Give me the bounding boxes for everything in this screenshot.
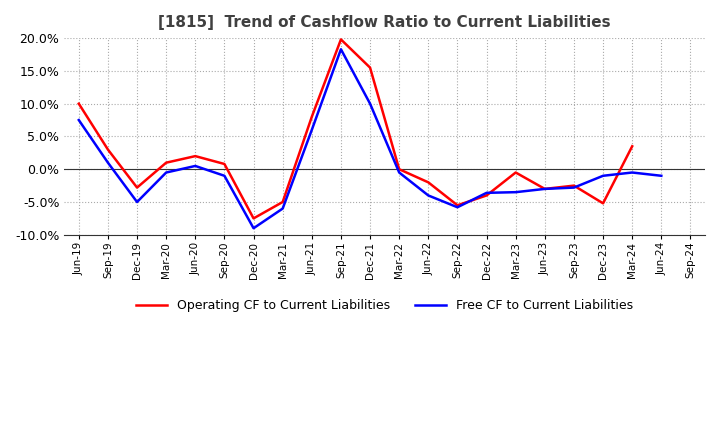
Operating CF to Current Liabilities	[132, 185, 141, 190]
Operating CF to Current Liabilities	[395, 167, 403, 172]
Operating CF to Current Liabilities	[628, 143, 636, 149]
Free CF to Current Liabilities	[104, 160, 112, 165]
Free CF to Current Liabilities	[162, 170, 171, 175]
Free CF to Current Liabilities	[249, 226, 258, 231]
Operating CF to Current Liabilities	[541, 186, 549, 191]
Line: Free CF to Current Liabilities: Free CF to Current Liabilities	[78, 49, 661, 228]
Free CF to Current Liabilities	[220, 173, 229, 179]
Free CF to Current Liabilities	[337, 47, 346, 52]
Operating CF to Current Liabilities	[104, 147, 112, 152]
Free CF to Current Liabilities	[570, 185, 578, 190]
Operating CF to Current Liabilities	[366, 65, 374, 70]
Free CF to Current Liabilities	[307, 127, 316, 132]
Free CF to Current Liabilities	[657, 173, 665, 179]
Free CF to Current Liabilities	[366, 101, 374, 106]
Free CF to Current Liabilities	[424, 193, 433, 198]
Operating CF to Current Liabilities	[191, 154, 199, 159]
Title: [1815]  Trend of Cashflow Ratio to Current Liabilities: [1815] Trend of Cashflow Ratio to Curren…	[158, 15, 611, 30]
Free CF to Current Liabilities	[541, 186, 549, 191]
Operating CF to Current Liabilities	[249, 216, 258, 221]
Operating CF to Current Liabilities	[337, 37, 346, 42]
Line: Operating CF to Current Liabilities: Operating CF to Current Liabilities	[78, 40, 632, 218]
Operating CF to Current Liabilities	[453, 203, 462, 208]
Operating CF to Current Liabilities	[162, 160, 171, 165]
Operating CF to Current Liabilities	[220, 161, 229, 167]
Free CF to Current Liabilities	[191, 163, 199, 169]
Free CF to Current Liabilities	[482, 190, 491, 195]
Free CF to Current Liabilities	[279, 206, 287, 211]
Free CF to Current Liabilities	[628, 170, 636, 175]
Operating CF to Current Liabilities	[570, 183, 578, 188]
Legend: Operating CF to Current Liabilities, Free CF to Current Liabilities: Operating CF to Current Liabilities, Fre…	[131, 294, 639, 317]
Operating CF to Current Liabilities	[307, 114, 316, 119]
Free CF to Current Liabilities	[453, 205, 462, 210]
Operating CF to Current Liabilities	[511, 170, 520, 175]
Free CF to Current Liabilities	[132, 199, 141, 205]
Free CF to Current Liabilities	[599, 173, 608, 179]
Free CF to Current Liabilities	[511, 190, 520, 195]
Operating CF to Current Liabilities	[482, 193, 491, 198]
Free CF to Current Liabilities	[74, 117, 83, 123]
Free CF to Current Liabilities	[395, 170, 403, 175]
Operating CF to Current Liabilities	[74, 101, 83, 106]
Operating CF to Current Liabilities	[279, 199, 287, 205]
Operating CF to Current Liabilities	[599, 201, 608, 206]
Operating CF to Current Liabilities	[424, 180, 433, 185]
